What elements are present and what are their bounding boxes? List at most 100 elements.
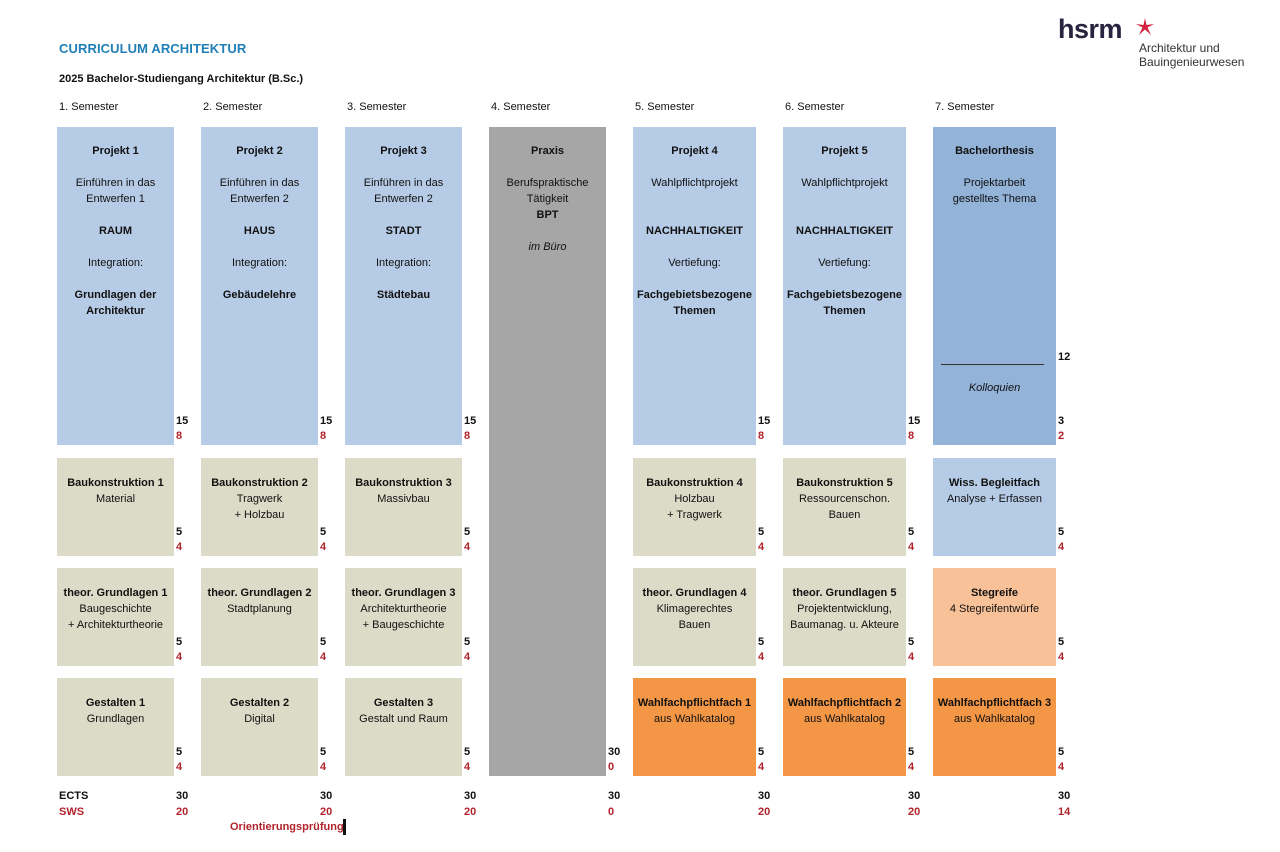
module-projekt-2: Projekt 2 Einführen in das Entwerfen 2 H… xyxy=(201,127,318,445)
module-baukonstruktion-2: Baukonstruktion 2 Tragwerk + Holzbau xyxy=(201,458,318,556)
module-integration: Fachgebietsbezogene xyxy=(637,289,752,301)
sws-value: 2 xyxy=(1058,430,1065,442)
sws-value: 4 xyxy=(176,761,183,773)
module-title: Baukonstruktion 3 xyxy=(355,477,452,489)
module-theme: RAUM xyxy=(99,225,132,237)
ects-total: 30 xyxy=(464,790,477,802)
sws-value: 4 xyxy=(908,651,915,663)
ects-value: 15 xyxy=(758,415,771,427)
logo-subtitle: Architektur und Bauingenieurwesen xyxy=(1139,41,1244,69)
text-line: Integration: xyxy=(231,257,288,269)
module-theor-grundlagen-3: theor. Grundlagen 3 Architekturtheorie +… xyxy=(345,568,462,666)
text-line: Entwerfen 2 xyxy=(230,193,289,205)
text-line: Digital xyxy=(244,713,275,725)
text-line: Vertiefung: xyxy=(818,257,871,269)
text-line: Analyse + Erfassen xyxy=(946,493,1043,505)
semester-label-2: 2. Semester xyxy=(203,101,263,113)
text-line: Gestalt und Raum xyxy=(359,713,448,725)
orientierungspruefung-label: Orientierungsprüfung xyxy=(230,821,344,833)
sws-value: 8 xyxy=(464,430,471,442)
module-theor-grundlagen-2: theor. Grundlagen 2 Stadtplanung xyxy=(201,568,318,666)
text-line xyxy=(201,159,318,175)
text-line: Bauen xyxy=(828,509,861,521)
module-projekt-3: Projekt 3 Einführen in das Entwerfen 2 S… xyxy=(345,127,462,445)
ects-total: 30 xyxy=(320,790,333,802)
text-line xyxy=(201,207,318,223)
module-theor-grundlagen-4: theor. Grundlagen 4 Klimagerechtes Bauen xyxy=(633,568,756,666)
sws-value: 4 xyxy=(758,761,765,773)
ects-value: 5 xyxy=(464,526,471,538)
text-line xyxy=(57,239,174,255)
ects-value: 5 xyxy=(464,636,471,648)
ects-value: 15 xyxy=(176,415,189,427)
ects-value: 15 xyxy=(320,415,333,427)
text-line xyxy=(57,271,174,287)
module-integration: Themen xyxy=(673,305,716,317)
text-line xyxy=(345,239,462,255)
text-line: Einführen in das xyxy=(219,177,300,189)
sws-value: 4 xyxy=(758,541,765,553)
ects-value: 15 xyxy=(464,415,477,427)
module-title: theor. Grundlagen 4 xyxy=(642,587,747,599)
module-wiss-begleitfach: Wiss. Begleitfach Analyse + Erfassen xyxy=(933,458,1056,556)
text-line: Massivbau xyxy=(377,493,430,505)
text-line: Baugeschichte xyxy=(79,603,152,615)
text-line: Einführen in das xyxy=(363,177,444,189)
text-line xyxy=(489,159,606,175)
module-integration: Grundlagen der xyxy=(74,289,157,301)
text-line: aus Wahlkatalog xyxy=(804,713,885,725)
ects-value: 5 xyxy=(320,746,327,758)
module-title: Baukonstruktion 1 xyxy=(67,477,164,489)
text-line: Tätigkeit xyxy=(526,193,569,205)
module-wahlfachpflichtfach-2: Wahlfachpflichtfach 2 aus Wahlkatalog xyxy=(783,678,906,776)
ects-value: 5 xyxy=(1058,636,1065,648)
module-theor-grundlagen-5: theor. Grundlagen 5 Projektentwicklung, … xyxy=(783,568,906,666)
sws-total: 20 xyxy=(758,806,771,818)
module-title: Gestalten 1 xyxy=(85,697,146,709)
ects-value: 15 xyxy=(908,415,921,427)
text-line xyxy=(633,191,756,207)
module-title: Projekt 5 xyxy=(821,145,868,157)
module-projekt-4: Projekt 4 Wahlpflichtprojekt NACHHALTIGK… xyxy=(633,127,756,445)
module-title: Projekt 2 xyxy=(236,145,283,157)
module-abbrev: BPT xyxy=(536,209,559,221)
sws-value: 4 xyxy=(464,651,471,663)
text-line xyxy=(57,207,174,223)
module-wahlfachpflichtfach-1: Wahlfachpflichtfach 1 aus Wahlkatalog xyxy=(633,678,756,776)
module-title: theor. Grundlagen 3 xyxy=(351,587,456,599)
module-projekt-1: Projekt 1 Einführen in das Entwerfen 1 R… xyxy=(57,127,174,445)
module-theme: NACHHALTIGKEIT xyxy=(646,225,743,237)
text-line xyxy=(633,239,756,255)
sws-value: 8 xyxy=(320,430,327,442)
module-baukonstruktion-5: Baukonstruktion 5 Ressourcenschon. Bauen xyxy=(783,458,906,556)
module-title: Baukonstruktion 4 xyxy=(646,477,743,489)
ects-value: 5 xyxy=(758,636,765,648)
sws-total: 0 xyxy=(608,806,615,818)
module-title: Bachelorthesis xyxy=(955,145,1034,157)
module-title: Gestalten 2 xyxy=(229,697,290,709)
ects-value: 5 xyxy=(176,526,183,538)
text-line: 4 Stegreifentwürfe xyxy=(949,603,1040,615)
sws-total: 20 xyxy=(176,806,189,818)
ects-value: 5 xyxy=(176,746,183,758)
ects-total: 30 xyxy=(608,790,621,802)
ects-value: 5 xyxy=(908,526,915,538)
logo-wordmark: hsrm xyxy=(1058,14,1123,44)
ects-value: 5 xyxy=(464,746,471,758)
sws-value: 4 xyxy=(464,761,471,773)
semester-label-4: 4. Semester xyxy=(491,101,551,113)
module-title: Stegreife xyxy=(970,587,1019,599)
ects-value: 5 xyxy=(1058,526,1065,538)
module-theme: NACHHALTIGKEIT xyxy=(796,225,893,237)
ects-value: 5 xyxy=(176,636,183,648)
sws-value: 4 xyxy=(1058,651,1065,663)
text-line xyxy=(345,271,462,287)
text-line xyxy=(633,271,756,287)
sws-total: 20 xyxy=(908,806,921,818)
module-integration: Themen xyxy=(823,305,866,317)
module-title: theor. Grundlagen 2 xyxy=(207,587,312,599)
sws-total: 20 xyxy=(464,806,477,818)
module-title: Wiss. Begleitfach xyxy=(949,477,1040,489)
semester-label-6: 6. Semester xyxy=(785,101,845,113)
module-title: Wahlfachpflichtfach 1 xyxy=(637,697,752,709)
